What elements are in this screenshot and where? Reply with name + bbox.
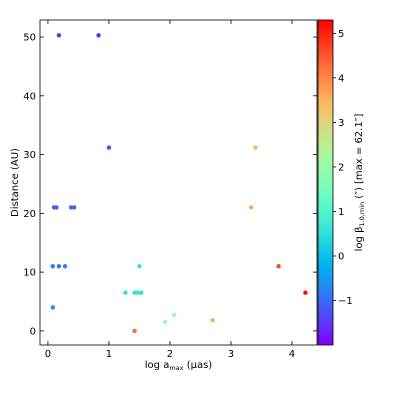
point [135,290,140,295]
colorbar-tick-label: 0 [338,251,344,262]
colorbar-tick-label: −1 [338,296,353,307]
colorbar-label-main: log β [354,227,365,252]
x-tick-label: 0 [45,349,51,360]
x-tick-label: 1 [106,349,112,360]
y-tick-label: 50 [23,33,36,44]
colorbar-tick-label: 5 [338,29,344,40]
point [96,33,101,38]
point [56,33,62,38]
point [50,305,56,310]
point [253,145,258,150]
point [132,328,137,334]
x-axis-label-main: log a [145,360,170,371]
point [172,312,177,318]
point [54,205,59,210]
colorbar-tick-label: 2 [338,162,344,173]
point [276,264,281,269]
point [303,290,308,295]
colorbar-label-rest: (″) [max = 62.1″] [354,114,365,202]
point [137,264,142,269]
point [139,290,144,295]
colorbar-tick-label: 3 [338,118,344,129]
y-tick-label: 40 [23,91,36,102]
x-tick-label: 2 [167,349,173,360]
y-tick-label: 10 [23,268,36,279]
x-axis-label: log amax (μas) [145,360,213,372]
x-axis-label-rest: (μas) [184,360,213,371]
plot-frame [39,19,318,346]
point [50,264,56,269]
x-tick-label: 3 [228,349,234,360]
x-tick-label: 4 [289,349,295,360]
colorbar-label-sub: 1.0,min [358,202,366,227]
point [210,318,215,323]
colorbar-label: log β1.0,min (″) [max = 62.1″] [354,114,366,252]
point [132,290,137,295]
point [248,205,254,210]
point [56,264,62,269]
y-tick-label: 20 [23,209,36,220]
colorbar [317,19,334,346]
x-axis-label-sub: max [169,364,183,372]
point [123,290,128,295]
colorbar-tick-label: 4 [338,73,344,84]
point [62,264,68,269]
point [162,319,168,325]
point [106,145,112,150]
y-tick-label: 0 [30,326,36,337]
colorbar-tick-label: 1 [338,207,344,218]
point [71,205,77,210]
point [68,205,74,210]
y-tick-label: 30 [23,150,36,161]
y-axis-label: Distance (AU) [10,148,21,217]
